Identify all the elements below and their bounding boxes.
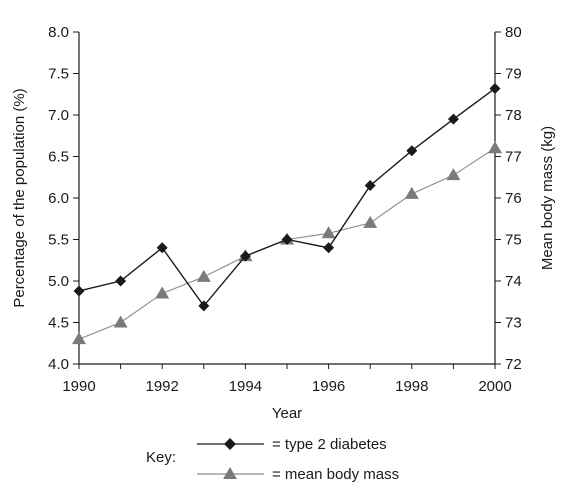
mean-body-mass-point — [321, 226, 336, 239]
type-2-diabetes-point — [323, 242, 335, 254]
type-2-diabetes-point — [281, 234, 293, 245]
legend-marker-diabetes — [224, 438, 236, 450]
x-tick-label: 1990 — [62, 378, 95, 395]
mean-body-mass-point — [363, 215, 378, 228]
mean-body-mass-point — [196, 269, 211, 282]
type-2-diabetes-point — [364, 180, 376, 192]
legend-label-body-mass: = mean body mass — [272, 466, 399, 483]
chart-series — [72, 82, 502, 345]
right-y-tick-label: 80 — [505, 24, 522, 41]
left-y-tick-label: 8.0 — [48, 24, 69, 41]
left-y-tick-label: 5.0 — [48, 273, 69, 290]
right-y-axis-title: Mean body mass (kg) — [539, 126, 556, 270]
mean-body-mass-point — [488, 141, 502, 154]
right-y-tick-label: 78 — [505, 107, 522, 124]
legend-title: Key: — [146, 449, 176, 466]
x-tick-label: 1992 — [146, 378, 179, 395]
type-2-diabetes-point — [406, 145, 418, 157]
left-y-axis-title: Percentage of the population (%) — [11, 88, 28, 307]
legend-marker-body-mass — [223, 467, 237, 479]
chart-axes — [78, 32, 496, 365]
right-y-tick-label: 73 — [505, 315, 522, 332]
right-y-tick-label: 75 — [505, 232, 522, 249]
right-y-tick-label: 79 — [505, 66, 522, 83]
left-y-tick-label: 6.5 — [48, 149, 69, 166]
legend: Key: = type 2 diabetes = mean body mass — [146, 436, 399, 483]
type-2-diabetes-point — [447, 113, 459, 125]
type-2-diabetes-line — [78, 87, 496, 308]
right-y-tick-label: 77 — [505, 149, 522, 166]
right-y-tick-label: 74 — [505, 273, 522, 290]
mean-body-mass-point — [113, 315, 128, 328]
x-tick-label: 1994 — [229, 378, 262, 395]
left-y-tick-label: 4.0 — [48, 356, 69, 373]
right-y-tick-label: 72 — [505, 356, 522, 373]
chart-ticks: 1990 1992 1994 1996 1998 2000 4.0 4.5 5.0 5.5 6.0 6… — [48, 24, 522, 395]
mean-body-mass-point — [155, 286, 170, 299]
mean-body-mass-point — [404, 186, 419, 199]
type-2-diabetes-point — [198, 300, 210, 312]
x-tick-label: 1998 — [395, 378, 428, 395]
mean-body-mass-point — [446, 168, 461, 181]
left-y-tick-label: 6.0 — [48, 190, 69, 207]
left-y-tick-label: 4.5 — [48, 315, 69, 332]
left-y-tick-label: 7.0 — [48, 107, 69, 124]
x-tick-label: 2000 — [478, 378, 511, 395]
type-2-diabetes-point — [239, 250, 251, 262]
left-y-tick-label: 5.5 — [48, 232, 69, 249]
type-2-diabetes-point — [115, 275, 127, 287]
type-2-diabetes-point — [73, 285, 85, 297]
right-y-tick-label: 76 — [505, 190, 522, 207]
type-2-diabetes-point — [156, 242, 168, 254]
x-axis-title: Year — [272, 405, 302, 422]
x-tick-label: 1996 — [312, 378, 345, 395]
left-y-tick-label: 7.5 — [48, 66, 69, 83]
legend-label-diabetes: = type 2 diabetes — [272, 436, 387, 453]
type-2-diabetes-point — [489, 82, 501, 94]
mean-body-mass-point — [72, 332, 86, 345]
